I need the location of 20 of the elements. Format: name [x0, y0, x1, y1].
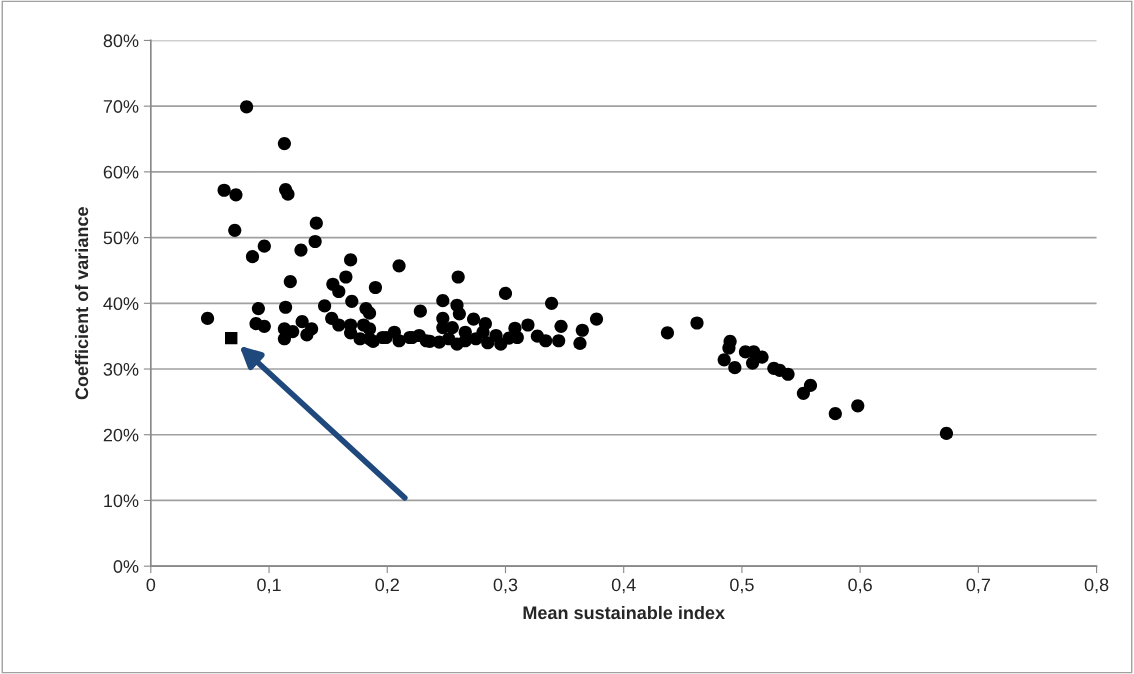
y-tick-label: 0%: [113, 560, 139, 573]
x-tick-label: 0,4: [611, 578, 636, 594]
x-axis-title: Mean sustainable index: [523, 605, 725, 620]
y-tick-label: 20%: [103, 428, 139, 442]
x-tick-label: 0,2: [375, 578, 399, 594]
x-tick-label: 0,6: [848, 578, 872, 594]
y-tick-label: 60%: [103, 165, 139, 179]
y-tick-label: 70%: [103, 100, 139, 113]
x-tick-label: 0: [146, 578, 156, 592]
x-tick-label: 0,1: [257, 578, 281, 594]
x-tick-label: 0,5: [730, 578, 754, 594]
y-axis-title: Coefficient of variance: [74, 207, 89, 400]
y-tick-label: 10%: [104, 494, 139, 508]
y-tick-label: 80%: [103, 34, 139, 48]
y-tick-label: 30%: [103, 362, 139, 376]
x-tick-label: 0,8: [1084, 578, 1109, 594]
y-tick-label: 40%: [103, 297, 139, 311]
y-tick-label: 50%: [103, 231, 139, 245]
x-tick-label: 0,3: [493, 578, 518, 594]
x-tick-label: 0,7: [966, 578, 990, 594]
